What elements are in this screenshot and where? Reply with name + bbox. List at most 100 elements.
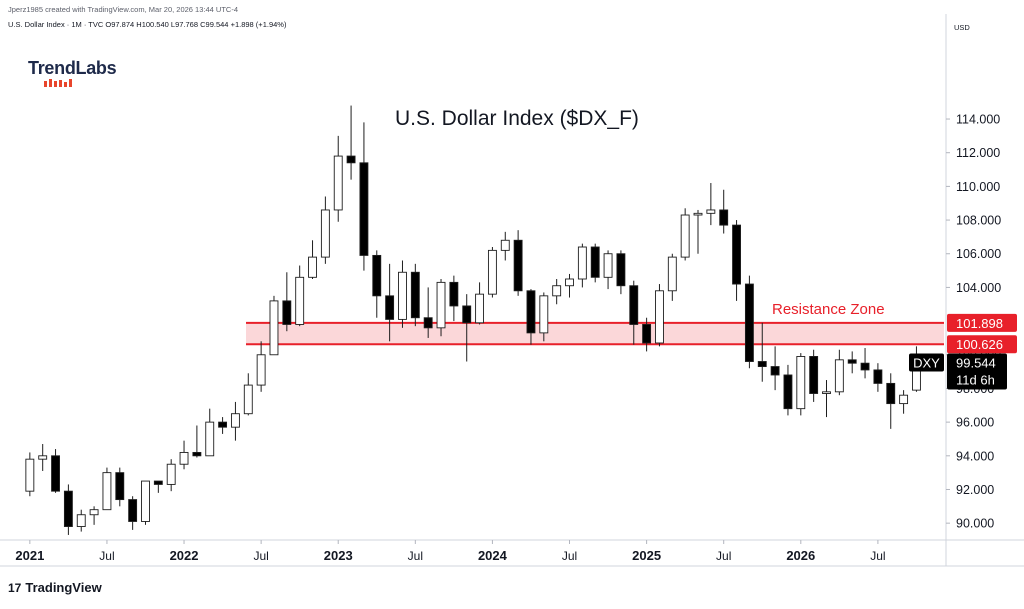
last-price-value: 99.544 (956, 355, 996, 370)
candle-body-down (346, 155, 356, 164)
candle (552, 279, 562, 305)
resistance-zone-band (246, 322, 944, 345)
candle (475, 282, 485, 325)
candle-body-down (282, 300, 292, 325)
candle (63, 484, 73, 535)
candle-body-up (76, 514, 86, 527)
price-tick-label: 106.000 (956, 247, 1001, 261)
legend-high: H100.540 (136, 20, 169, 29)
candle (899, 390, 909, 414)
candle (282, 272, 292, 332)
candle-body-up (398, 271, 407, 320)
candle-body-up (706, 209, 716, 214)
candle-body-up (500, 239, 510, 251)
candle (770, 346, 780, 391)
legend-change: +1.898 (+1.94%) (230, 20, 287, 29)
candle (218, 417, 228, 434)
legend-open: O97.874 (105, 20, 135, 29)
candle (796, 353, 806, 416)
candle-body-down (590, 246, 600, 278)
candle (141, 480, 150, 525)
candle-body-down (192, 451, 202, 457)
resistance-lower-price-tag-text: 100.626 (956, 337, 1003, 352)
candle (706, 183, 716, 226)
candle (757, 322, 767, 382)
candle (886, 373, 896, 429)
candle (834, 349, 844, 396)
candle-body-up (141, 480, 150, 522)
candle (308, 240, 317, 279)
candle (822, 380, 831, 418)
candle-body-up (256, 354, 266, 386)
candle-body-up (179, 451, 189, 465)
candle-body-down (462, 305, 472, 324)
candle-body-down (719, 209, 729, 226)
candle-body-down (757, 361, 767, 368)
candle-body-up (166, 463, 176, 485)
candle-body-down (218, 421, 228, 428)
candle-body-down (372, 254, 382, 297)
candle-body-down (744, 283, 754, 362)
candle-body-down (423, 317, 433, 329)
currency-label: USD (954, 23, 970, 32)
tradingview-brand-text: TradingView (25, 580, 102, 595)
candle (25, 452, 35, 497)
price-tick-label: 110.000 (956, 180, 1000, 194)
candle-body-up (320, 209, 330, 258)
candle-body-up (38, 455, 48, 460)
candle (423, 287, 433, 338)
candle-body-down (115, 472, 125, 501)
candle-body-down (770, 366, 780, 376)
price-tick-label: 90.000 (956, 517, 994, 531)
candle (333, 135, 343, 222)
candle-body-down (616, 253, 626, 287)
tradingview-logo-icon: 17 (8, 581, 22, 595)
candle (115, 467, 125, 507)
candle (603, 250, 613, 290)
logo-dots-icon (44, 79, 72, 87)
last-price-symbol-text: DXY (913, 355, 940, 370)
candle (667, 253, 677, 301)
candle (269, 295, 279, 356)
candle (102, 467, 112, 511)
candle-body-up (539, 295, 549, 334)
credit-line: Jperz1985 created with TradingView.com, … (8, 5, 238, 14)
candle-body-down (359, 162, 369, 256)
resistance-upper-price-tag-text: 101.898 (956, 316, 1003, 331)
candle (166, 459, 176, 492)
price-tick-label: 104.000 (956, 281, 1001, 295)
candle-body-up (205, 421, 215, 457)
candle-body-down (629, 285, 639, 325)
legend-close: C99.544 (200, 20, 229, 29)
candle (89, 506, 99, 525)
candle-body-down (513, 239, 523, 292)
candle (590, 243, 600, 283)
candle (230, 401, 240, 441)
candle-body-up (308, 256, 317, 278)
time-tick-label: 2025 (632, 548, 661, 563)
time-tick-label: Jul (716, 549, 731, 563)
candle-body-down (809, 356, 819, 394)
candle-body-up (295, 276, 305, 325)
candle-body-down (449, 281, 459, 307)
legend-symbol: U.S. Dollar Index · 1M · TVC (8, 20, 104, 29)
candle (205, 408, 215, 457)
time-tick-label: 2022 (170, 548, 199, 563)
candle-body-up (436, 281, 446, 329)
price-tick-label: 92.000 (956, 483, 994, 497)
candle (256, 341, 266, 392)
trendlabs-logo: TrendLabs (28, 58, 117, 78)
candle-body-up (603, 253, 613, 278)
chart-title: U.S. Dollar Index ($DX_F) (395, 107, 639, 130)
candle (372, 250, 382, 318)
candle (320, 196, 330, 264)
candle (847, 351, 857, 374)
time-tick-label: 2023 (324, 548, 353, 563)
candle (153, 480, 163, 493)
candle (128, 496, 138, 530)
candle (192, 425, 202, 458)
candle-body-down (873, 369, 883, 384)
resistance-upper-price-tag: 101.898 (947, 313, 1017, 332)
